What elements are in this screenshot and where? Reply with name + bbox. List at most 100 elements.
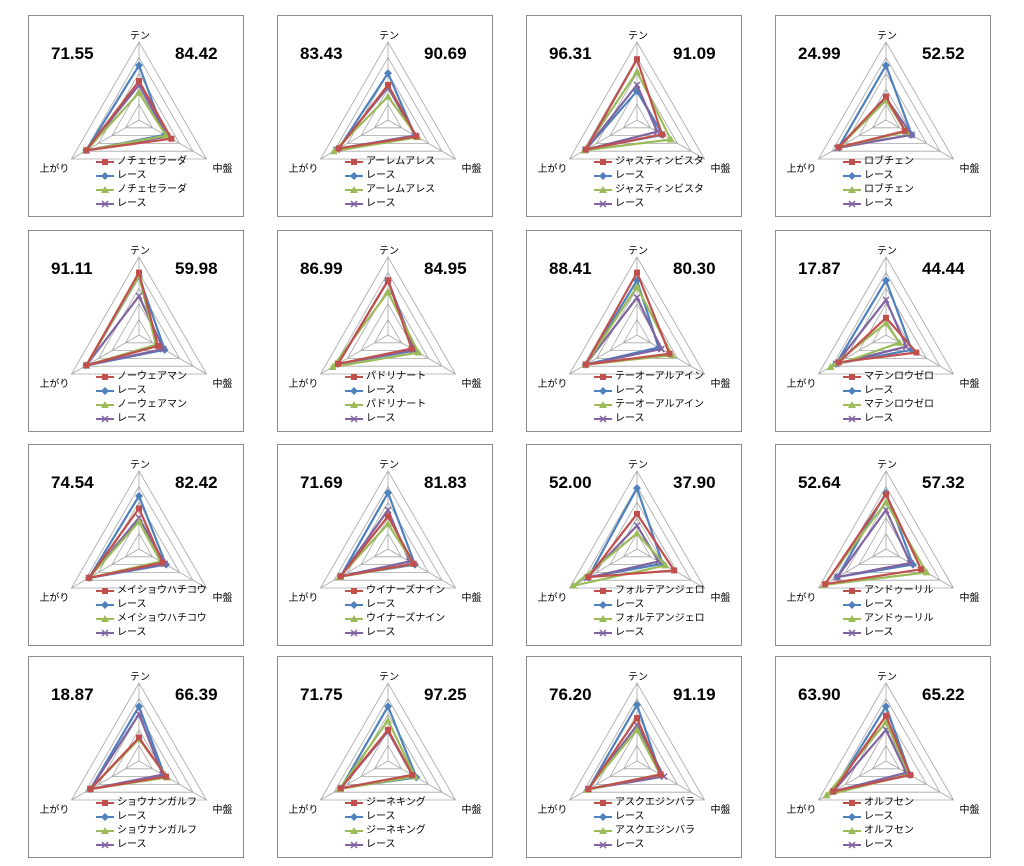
radar-plot bbox=[568, 682, 706, 801]
legend-swatch bbox=[594, 159, 612, 165]
grid-ring bbox=[622, 318, 652, 344]
legend-marker bbox=[350, 827, 358, 834]
data-point bbox=[135, 710, 143, 718]
axis-label-left: 上がり bbox=[537, 379, 568, 390]
score-left: 83.43 bbox=[300, 44, 343, 63]
series-line bbox=[85, 79, 173, 152]
score-right: 97.25 bbox=[424, 685, 467, 704]
grid-ring bbox=[568, 256, 706, 375]
legend-marker bbox=[848, 186, 856, 193]
legend-swatch bbox=[345, 601, 363, 609]
grid-ring bbox=[568, 470, 706, 589]
score-left: 17.87 bbox=[798, 259, 841, 278]
data-point bbox=[895, 338, 904, 346]
legend-marker bbox=[101, 401, 109, 408]
legend-swatch bbox=[594, 415, 612, 423]
radar-chart-panel: テン 上がり 中盤 63.90 65.22 オルフセン レース オルフセン レース bbox=[775, 656, 991, 858]
score-right: 44.44 bbox=[922, 259, 965, 278]
legend-swatch bbox=[96, 629, 114, 637]
radar-plot bbox=[319, 470, 457, 589]
legend-swatch bbox=[345, 159, 363, 165]
data-point bbox=[633, 529, 641, 537]
legend-swatch bbox=[843, 615, 861, 622]
legend-label: アスクエジンバラ bbox=[615, 825, 695, 836]
data-point bbox=[582, 361, 589, 368]
grid-ring bbox=[373, 318, 403, 344]
data-point bbox=[384, 69, 392, 78]
legend-swatch bbox=[843, 200, 861, 208]
data-point bbox=[135, 702, 143, 711]
legend-marker bbox=[351, 800, 357, 806]
grid-ring bbox=[70, 470, 208, 589]
legend-label: レース bbox=[864, 599, 894, 610]
axis-label-right: 中盤 bbox=[959, 805, 980, 816]
grid-ring bbox=[319, 256, 457, 375]
axis-label-right: 中盤 bbox=[710, 164, 731, 175]
axis-label-left: 上がり bbox=[39, 805, 70, 816]
grid-ring bbox=[568, 41, 706, 160]
axis-label-top: テン bbox=[130, 246, 150, 257]
data-point bbox=[882, 276, 890, 285]
axis-label-right: 中盤 bbox=[461, 805, 482, 816]
legend-label: レース bbox=[366, 198, 396, 209]
legend-marker bbox=[102, 800, 108, 806]
legend-marker bbox=[351, 374, 357, 380]
radar-plot bbox=[70, 682, 208, 801]
score-left: 18.87 bbox=[51, 685, 94, 704]
axis-spoke bbox=[71, 760, 140, 801]
score-left: 86.99 bbox=[300, 259, 343, 278]
legend-marker bbox=[848, 813, 856, 821]
legend-swatch bbox=[594, 813, 612, 821]
legend-marker bbox=[101, 827, 109, 834]
axis-label-left: 上がり bbox=[786, 379, 817, 390]
legend-label: レース bbox=[366, 385, 396, 396]
legend-label: レース bbox=[864, 811, 894, 822]
data-point bbox=[822, 791, 831, 799]
axis-spoke bbox=[885, 760, 954, 801]
data-point bbox=[907, 345, 916, 354]
radar-plot bbox=[568, 256, 706, 375]
grid-ring bbox=[871, 103, 901, 129]
series-line bbox=[332, 95, 419, 153]
legend-marker bbox=[848, 841, 856, 849]
legend-label: アスクエジンバラ bbox=[615, 797, 695, 808]
legend-marker bbox=[599, 186, 607, 193]
grid-ring bbox=[831, 56, 941, 152]
axis-spoke bbox=[387, 119, 456, 160]
data-point bbox=[410, 560, 417, 567]
score-left: 52.64 bbox=[798, 473, 841, 492]
axis-label-left: 上がり bbox=[288, 379, 319, 390]
legend-label: レース bbox=[864, 839, 894, 850]
series-line bbox=[85, 271, 159, 367]
axis-label-top: テン bbox=[379, 31, 399, 42]
legend-swatch bbox=[594, 186, 612, 193]
score-right: 52.52 bbox=[922, 44, 965, 63]
grid-ring bbox=[844, 72, 928, 144]
legend-swatch bbox=[594, 374, 612, 380]
legend-marker bbox=[848, 601, 856, 609]
legend-swatch bbox=[594, 387, 612, 395]
series-line bbox=[837, 99, 908, 149]
legend-swatch bbox=[96, 841, 114, 849]
legend-swatch bbox=[345, 629, 363, 637]
data-point bbox=[882, 498, 890, 506]
grid-ring bbox=[319, 682, 457, 801]
radar-chart-panel: テン 上がり 中盤 18.87 66.39 ショウナンガルフ レース ショウナンガルフ レース bbox=[28, 656, 244, 858]
legend-label: ジャスティンビスタ bbox=[615, 184, 704, 195]
data-point bbox=[83, 147, 90, 154]
data-point bbox=[384, 702, 392, 711]
legend-label: ロブチェン bbox=[864, 184, 914, 195]
legend-marker bbox=[351, 588, 357, 594]
legend-marker bbox=[101, 615, 109, 622]
legend-label: マテンロウゼロ bbox=[864, 371, 934, 382]
legend-swatch bbox=[843, 629, 861, 637]
axis-label-top: テン bbox=[877, 31, 897, 42]
score-left: 24.99 bbox=[798, 44, 841, 63]
data-point bbox=[385, 277, 391, 284]
data-point bbox=[882, 319, 890, 327]
data-point bbox=[135, 491, 143, 500]
axis-label-right: 中盤 bbox=[959, 379, 980, 390]
legend-marker bbox=[102, 374, 108, 380]
legend-marker bbox=[101, 186, 109, 193]
legend-label: ノチェセラーダ bbox=[117, 184, 187, 195]
